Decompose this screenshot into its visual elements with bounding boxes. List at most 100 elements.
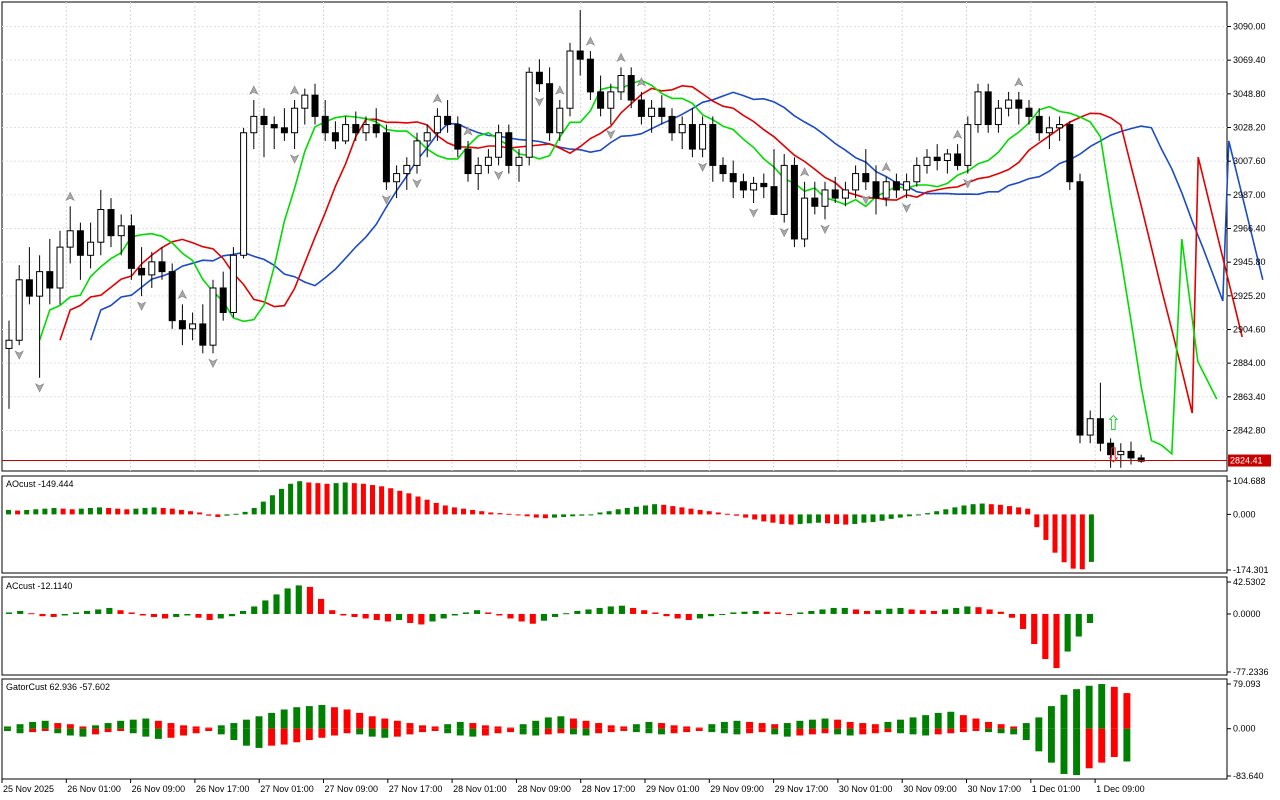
gator-upper-bar <box>431 726 439 729</box>
ao-histogram-bar <box>424 499 430 515</box>
ac-histogram-bar <box>184 613 191 616</box>
ao-histogram-bar <box>1070 514 1076 569</box>
candle-body <box>994 107 1002 126</box>
fractal-up-marker <box>636 77 647 87</box>
ao-histogram-bar <box>470 509 476 515</box>
current-price-label: 2824.41 <box>1230 456 1263 466</box>
candle-body <box>46 271 54 289</box>
y-tick-label: 3028.20 <box>1233 123 1266 133</box>
ao-histogram-bar <box>6 509 12 515</box>
gator-lower-bar <box>180 728 188 736</box>
ac-histogram-bar <box>630 607 637 614</box>
candle-body <box>87 241 95 256</box>
gator-upper-bar <box>142 718 150 729</box>
y-tick-label: 2945.80 <box>1233 257 1266 267</box>
fractal-up-marker <box>799 167 810 177</box>
candle-body <box>790 164 798 240</box>
gator-lower-bar <box>897 728 904 734</box>
ac-histogram-bar <box>964 606 971 614</box>
ao-histogram-bar <box>251 508 257 515</box>
candle-body <box>127 225 135 269</box>
gator-upper-bar <box>419 725 426 729</box>
gator-lower-bar <box>632 728 640 733</box>
gator-lower-bar <box>808 728 816 735</box>
gator-upper-bar <box>343 709 351 729</box>
gator-upper-bar <box>595 723 603 729</box>
ao-histogram-bar <box>461 508 467 515</box>
ao-histogram-bar <box>297 481 303 515</box>
candle-body <box>444 115 452 126</box>
candle-body <box>1117 450 1125 456</box>
ao-histogram-bar <box>752 514 758 520</box>
ao-histogram-bar <box>60 508 66 515</box>
gator-lower-bar <box>356 728 364 735</box>
ac-histogram-bar <box>852 609 859 614</box>
fractal-down-marker <box>697 162 708 172</box>
ao-histogram-bar <box>979 503 985 515</box>
ac-histogram-bar <box>942 609 949 614</box>
gator-lower-bar <box>381 728 389 738</box>
x-tick-label: 27 Nov 09:00 <box>325 784 379 794</box>
gator-lower-bar <box>519 728 527 735</box>
candle-body <box>576 50 584 60</box>
ao-histogram-bar <box>360 483 366 515</box>
ao-histogram-bar <box>160 508 166 515</box>
y-tick-label: 2863.40 <box>1233 392 1266 402</box>
y-tick-label: 2966.40 <box>1233 223 1266 233</box>
ac-histogram-bar <box>1075 613 1082 637</box>
ao-histogram-bar <box>224 514 230 516</box>
x-tick-label: 26 Nov 09:00 <box>132 784 186 794</box>
ac-histogram-bar <box>451 613 458 616</box>
fractal-up-marker <box>65 191 75 201</box>
candle-body <box>1076 181 1084 436</box>
gator-lower-bar <box>1010 728 1018 735</box>
ac-histogram-bar <box>1053 613 1060 669</box>
y-tick-label: -77.2336 <box>1233 667 1269 677</box>
ao-histogram-bar <box>69 509 75 515</box>
gator-lower-bar <box>469 728 477 737</box>
gator-upper-bar <box>670 725 678 729</box>
gator-upper-bar <box>381 718 389 729</box>
candle-body <box>1107 442 1115 456</box>
ao-histogram-bar <box>815 514 821 523</box>
y-tick-label: 2987.00 <box>1233 190 1266 200</box>
x-tick-label: 28 Nov 09:00 <box>517 784 571 794</box>
ao-histogram-bar <box>970 504 976 515</box>
y-tick-label: 3090.00 <box>1233 22 1266 32</box>
ac-histogram-bar <box>117 610 124 614</box>
candle-body <box>658 107 666 117</box>
candle-body <box>260 115 268 126</box>
gator-upper-bar <box>54 723 62 729</box>
gator-lower-bar <box>720 728 728 734</box>
gator-upper-bar <box>959 715 967 729</box>
ac-histogram-bar <box>618 605 625 614</box>
y-tick-label: 2904.60 <box>1233 324 1266 334</box>
ao-histogram-bar <box>415 496 421 515</box>
candle-body <box>566 50 574 109</box>
candle-body <box>331 132 339 142</box>
gator-lower-bar <box>205 728 213 731</box>
candle-body <box>352 124 360 134</box>
y-tick-label: 2842.80 <box>1233 425 1266 435</box>
fractal-down-marker <box>412 178 422 189</box>
ao-histogram-bar <box>615 509 621 515</box>
candle-body <box>199 323 207 346</box>
ao-histogram-bar <box>861 514 867 523</box>
fractal-up-marker <box>249 85 259 95</box>
gator-lower-bar <box>154 728 162 739</box>
x-tick-label: 27 Nov 01:00 <box>260 784 314 794</box>
fractal-down-marker <box>289 154 300 164</box>
ao-histogram-bar <box>51 508 57 515</box>
gator-upper-bar <box>683 726 691 729</box>
fractal-down-marker <box>748 208 759 218</box>
candle-body <box>433 115 441 134</box>
ao-histogram-bar <box>1043 514 1049 540</box>
gator-lower-bar <box>1085 728 1093 769</box>
candle-body <box>240 132 248 256</box>
fractal-up-marker <box>952 129 963 139</box>
candle-body <box>811 197 819 207</box>
ao-histogram-bar <box>797 514 803 524</box>
gator-lower-bar <box>595 728 603 734</box>
gator-upper-bar <box>318 704 326 729</box>
gator-lower-bar <box>997 728 1005 734</box>
